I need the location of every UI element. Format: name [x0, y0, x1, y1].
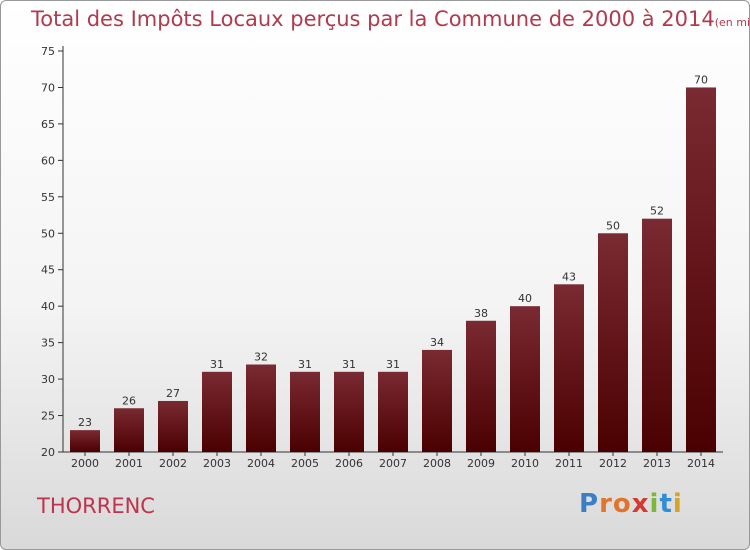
logo-letter: P	[579, 489, 600, 519]
y-tick-label: 60	[41, 154, 55, 167]
chart-title: Total des Impôts Locaux perçus par la Co…	[31, 7, 750, 31]
bar	[422, 349, 452, 452]
bar	[202, 371, 232, 452]
x-tick-label: 2006	[335, 457, 363, 470]
bar-value-label: 34	[430, 336, 444, 349]
logo-letter: o	[612, 489, 632, 519]
title-text: Total des Impôts Locaux perçus par la Co…	[31, 7, 715, 31]
bar	[378, 371, 408, 452]
bar-value-label: 31	[298, 358, 312, 371]
bar	[70, 430, 100, 452]
y-tick-label: 30	[41, 373, 55, 386]
x-tick-label: 2002	[159, 457, 187, 470]
bar	[510, 306, 540, 452]
y-tick-label: 25	[41, 410, 55, 423]
x-tick-label: 2012	[599, 457, 627, 470]
title-unit: (en milliers d'€)	[714, 16, 750, 29]
bar	[114, 408, 144, 452]
bar-value-label: 38	[474, 307, 488, 320]
x-tick-label: 2001	[115, 457, 143, 470]
bar-value-label: 31	[386, 358, 400, 371]
x-tick-label: 2004	[247, 457, 275, 470]
bar-value-label: 31	[342, 358, 356, 371]
x-tick-label: 2014	[687, 457, 715, 470]
bar-value-label: 50	[606, 219, 620, 232]
bar	[686, 87, 716, 453]
bar-value-label: 27	[166, 387, 180, 400]
logo-letter: r	[599, 489, 613, 519]
y-tick-label: 55	[41, 191, 55, 204]
bar	[466, 320, 496, 452]
bar-value-label: 23	[78, 416, 92, 429]
y-tick-label: 65	[41, 118, 55, 131]
x-tick-label: 2013	[643, 457, 671, 470]
logo-letter: t	[659, 489, 673, 519]
bar-value-label: 26	[122, 394, 136, 407]
x-tick-label: 2000	[71, 457, 99, 470]
proxiti-logo[interactable]: Proxiti	[579, 489, 683, 519]
x-tick-label: 2008	[423, 457, 451, 470]
bar-value-label: 52	[650, 205, 664, 218]
bar	[598, 233, 628, 452]
y-tick-label: 35	[41, 337, 55, 350]
commune-name: THORRENC	[37, 494, 155, 518]
x-tick-label: 2007	[379, 457, 407, 470]
y-tick-label: 70	[41, 81, 55, 94]
bar	[246, 364, 276, 452]
x-tick-label: 2011	[555, 457, 583, 470]
x-tick-label: 2003	[203, 457, 231, 470]
y-tick-label: 50	[41, 227, 55, 240]
x-tick-label: 2010	[511, 457, 539, 470]
bar-value-label: 70	[694, 73, 708, 86]
bar-value-label: 43	[562, 270, 576, 283]
logo-letter: i	[649, 489, 660, 519]
y-tick-label: 45	[41, 264, 55, 277]
bar-value-label: 31	[210, 358, 224, 371]
x-tick-label: 2009	[467, 457, 495, 470]
bar	[158, 400, 188, 452]
bar	[290, 371, 320, 452]
bar	[642, 218, 672, 452]
y-tick-label: 75	[41, 45, 55, 58]
bar-value-label: 40	[518, 292, 532, 305]
logo-letter: x	[631, 489, 650, 519]
bar	[334, 371, 364, 452]
y-tick-label: 20	[41, 446, 55, 459]
x-tick-label: 2005	[291, 457, 319, 470]
logo-letter: i	[672, 489, 683, 519]
y-tick-label: 40	[41, 300, 55, 313]
bar	[554, 284, 584, 452]
bar-value-label: 32	[254, 351, 268, 364]
